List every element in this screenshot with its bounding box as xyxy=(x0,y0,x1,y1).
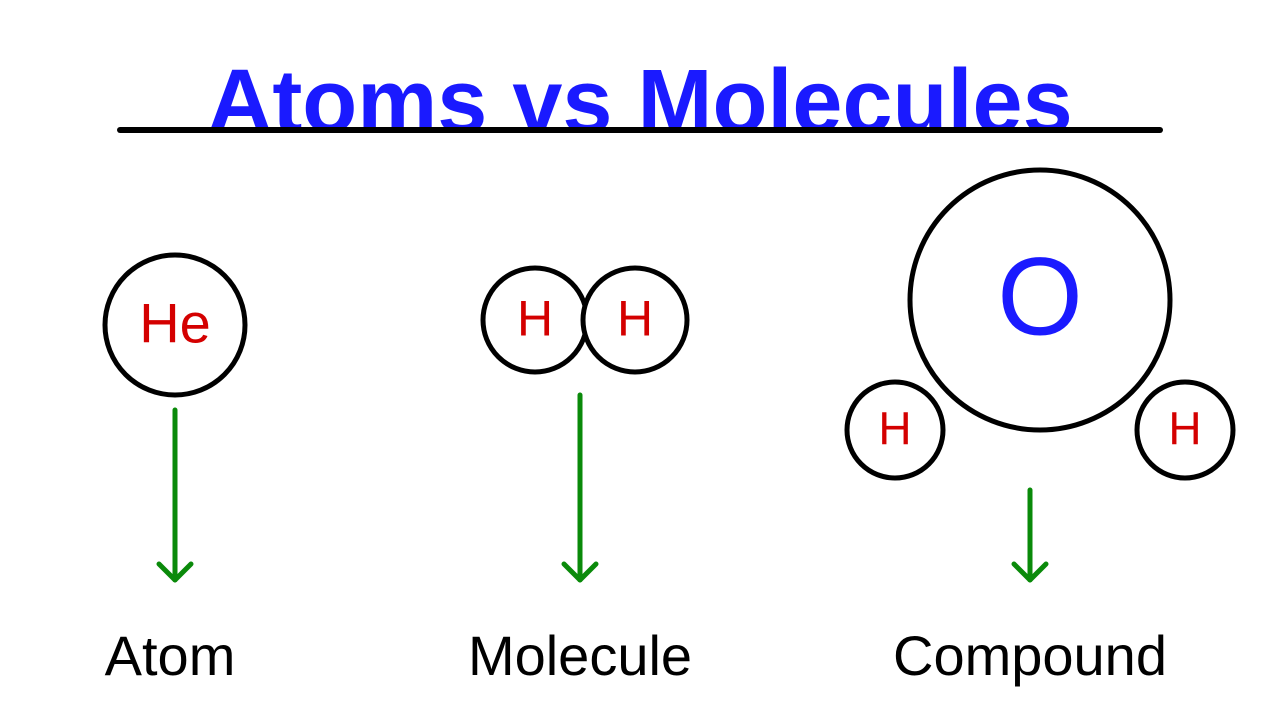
page-title: Atoms vs Molecules xyxy=(207,52,1072,152)
compound-label: Compound xyxy=(893,624,1167,687)
atom-atom-symbol: He xyxy=(139,292,211,355)
compound-atom-symbol: H xyxy=(1168,402,1201,454)
diagram-stage: Atoms vs Molecules He Atom H H Molecule O H H Com… xyxy=(0,0,1280,720)
column-atom: He Atom xyxy=(105,255,245,687)
compound-atom-symbol: H xyxy=(878,402,911,454)
column-compound: O H H Compound xyxy=(847,170,1233,687)
molecule-atom-symbol: H xyxy=(517,291,553,347)
compound-atom-symbol: O xyxy=(997,236,1083,359)
molecule-atom-symbol: H xyxy=(617,291,653,347)
atom-label: Atom xyxy=(105,624,236,687)
molecule-label: Molecule xyxy=(468,624,692,687)
column-molecule: H H Molecule xyxy=(468,268,692,687)
